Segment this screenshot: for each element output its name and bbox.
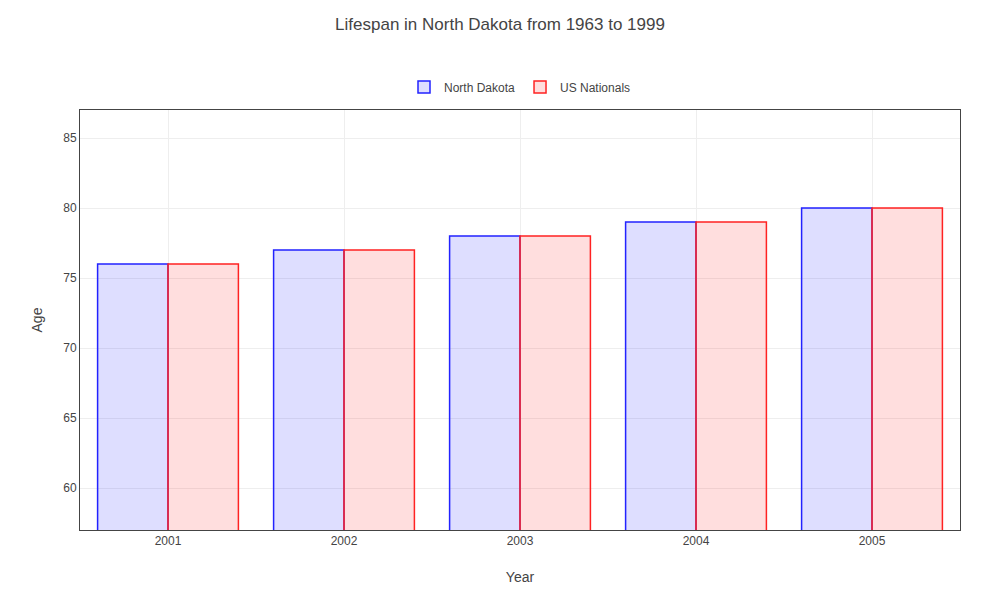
svg-text:60: 60 (63, 481, 77, 495)
svg-text:North Dakota: North Dakota (444, 81, 515, 95)
svg-text:Age: Age (29, 307, 45, 332)
svg-text:65: 65 (63, 411, 77, 425)
svg-text:80: 80 (63, 201, 77, 215)
svg-text:2005: 2005 (859, 534, 886, 548)
svg-text:Year: Year (506, 569, 535, 585)
svg-text:85: 85 (63, 131, 77, 145)
svg-text:2002: 2002 (331, 534, 358, 548)
svg-text:70: 70 (63, 341, 77, 355)
svg-text:2001: 2001 (155, 534, 182, 548)
svg-text:Lifespan in North Dakota from: Lifespan in North Dakota from 1963 to 19… (335, 15, 665, 34)
svg-text:75: 75 (63, 271, 77, 285)
svg-text:2004: 2004 (683, 534, 710, 548)
svg-text:2003: 2003 (507, 534, 534, 548)
svg-text:US Nationals: US Nationals (560, 81, 630, 95)
